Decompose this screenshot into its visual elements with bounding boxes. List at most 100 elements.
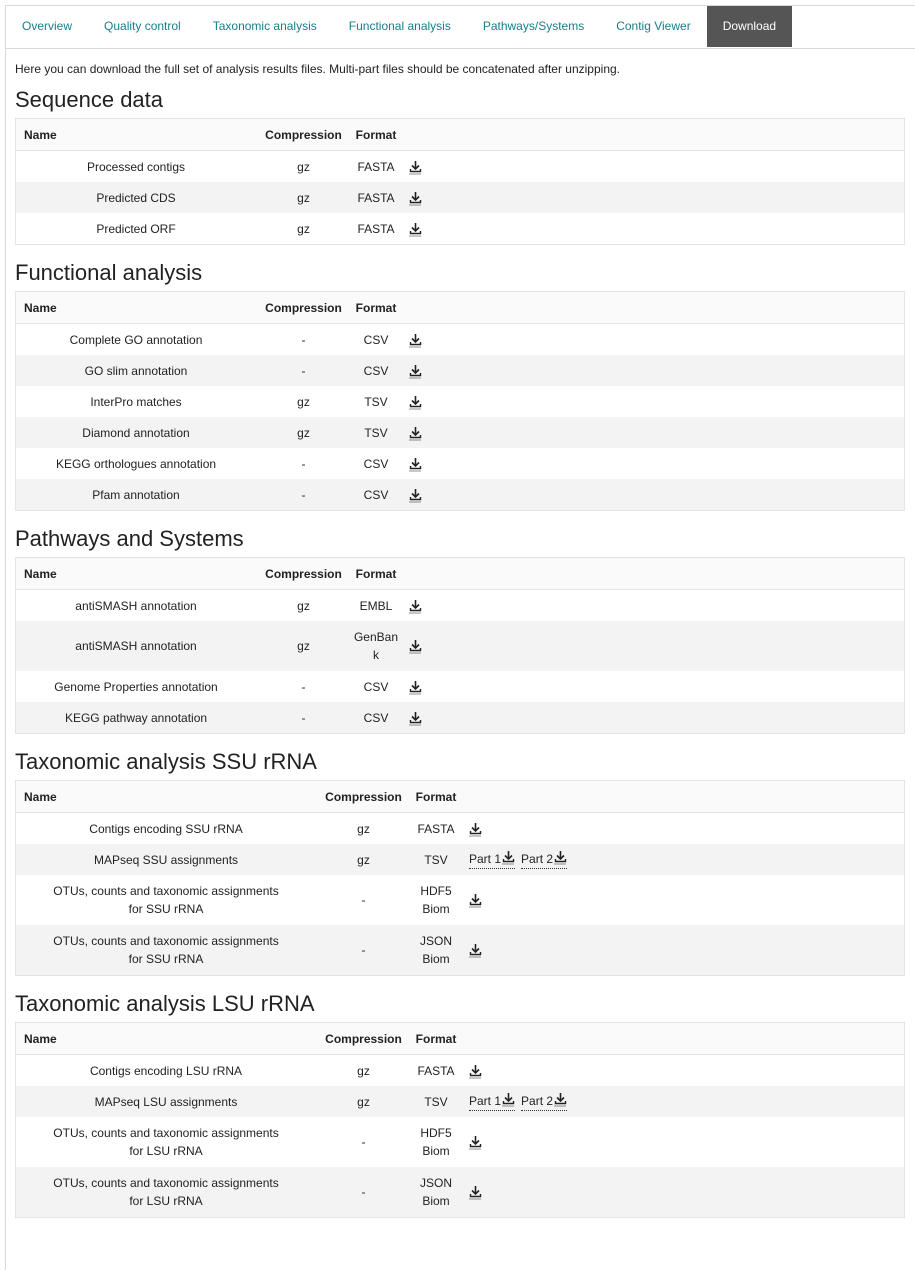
- table-row: Predicted CDS gz FASTA: [15, 182, 905, 213]
- download-icon[interactable]: [469, 1185, 482, 1200]
- file-format: CSV: [351, 479, 401, 511]
- table-row: OTUs, counts and taxonomic assignments f…: [15, 925, 905, 976]
- file-compression: -: [301, 332, 306, 347]
- download-cell: [401, 590, 905, 622]
- download-part-link[interactable]: Part 1: [469, 850, 516, 869]
- download-icon[interactable]: [409, 488, 422, 503]
- part-label: Part 1: [469, 1094, 502, 1108]
- tab-taxonomic-analysis[interactable]: Taxonomic analysis: [212, 19, 317, 33]
- download-column-header: [401, 118, 905, 151]
- file-format: FASTA: [357, 159, 395, 174]
- download-icon: [554, 850, 567, 868]
- tab-download[interactable]: Download: [706, 6, 793, 47]
- download-icon[interactable]: [409, 711, 422, 726]
- download-icon[interactable]: [409, 680, 422, 695]
- file-compression: gz: [297, 159, 310, 174]
- format-column-header: Format: [351, 557, 401, 590]
- tab-contig-viewer[interactable]: Contig Viewer: [616, 19, 691, 33]
- tab-overview[interactable]: Overview: [22, 19, 73, 33]
- file-compression: -: [256, 355, 351, 386]
- download-cell: [401, 324, 905, 356]
- download-cell: Part 1 Part 2: [461, 844, 905, 875]
- file-name: OTUs, counts and taxonomic assignments f…: [15, 1167, 316, 1218]
- download-part-link[interactable]: Part 1: [469, 1092, 516, 1111]
- table-row: InterPro matches gz TSV: [16, 386, 905, 417]
- file-compression: gz: [357, 1063, 370, 1078]
- table-row: antiSMASH annotation gz EMBL: [16, 590, 905, 622]
- download-icon[interactable]: [409, 222, 422, 237]
- download-icon[interactable]: [409, 333, 422, 348]
- section-title: Sequence data: [15, 87, 164, 112]
- file-name: Contigs encoding SSU rRNA: [89, 821, 243, 836]
- compression-column-header: Compression: [256, 118, 351, 151]
- download-cell: [401, 386, 905, 417]
- download-icon[interactable]: [409, 426, 422, 441]
- file-format: JSON Biom: [411, 1167, 461, 1218]
- file-name: OTUs, counts and taxonomic assignments f…: [53, 1126, 279, 1158]
- section-title: Pathways and Systems: [15, 526, 244, 551]
- table-row: KEGG pathway annotation - CSV: [15, 702, 905, 734]
- tab-pathways-systems[interactable]: Pathways/Systems: [482, 19, 585, 33]
- name-column-header: Name: [15, 1022, 316, 1055]
- table-row: OTUs, counts and taxonomic assignments f…: [16, 1117, 905, 1167]
- compression-column-header: Compression: [316, 780, 411, 813]
- tab-functional-analysis[interactable]: Functional analysis: [348, 19, 451, 33]
- download-icon[interactable]: [409, 457, 422, 472]
- table-row: antiSMASH annotation gz GenBank: [15, 621, 905, 671]
- file-name: MAPseq SSU assignments: [15, 844, 316, 875]
- file-name: InterPro matches: [90, 394, 182, 409]
- download-icon[interactable]: [409, 191, 422, 206]
- download-icon[interactable]: [409, 395, 422, 410]
- file-name: OTUs, counts and taxonomic assignments f…: [53, 884, 279, 916]
- file-format: TSV: [364, 394, 388, 409]
- compression-column-header: Compression: [256, 557, 351, 590]
- file-name: Genome Properties annotation: [54, 679, 218, 694]
- download-cell: [401, 621, 905, 671]
- file-format: FASTA: [417, 821, 455, 836]
- download-icon[interactable]: [409, 639, 422, 654]
- file-name: OTUs, counts and taxonomic assignments f…: [15, 925, 316, 976]
- file-name: KEGG pathway annotation: [15, 702, 256, 734]
- tab-quality-control[interactable]: Quality control: [104, 19, 181, 33]
- download-cell: [461, 925, 905, 976]
- file-compression: gz: [316, 1086, 411, 1117]
- table-row: Contigs encoding LSU rRNA gz FASTA: [16, 1055, 905, 1087]
- file-compression: gz: [316, 844, 411, 875]
- compression-column-header: Compression: [256, 291, 351, 324]
- download-icon[interactable]: [469, 893, 482, 908]
- table-row: Genome Properties annotation - CSV: [16, 671, 905, 702]
- download-column-header: [461, 780, 905, 813]
- file-format: JSON Biom: [411, 925, 461, 976]
- format-column-header: Format: [351, 291, 401, 324]
- download-cell: [461, 813, 905, 845]
- download-icon[interactable]: [469, 822, 482, 837]
- file-name: MAPseq LSU assignments: [15, 1086, 316, 1117]
- download-icon[interactable]: [469, 1135, 482, 1150]
- file-format: CSV: [351, 355, 401, 386]
- download-content: Here you can download the full set of an…: [15, 54, 905, 1228]
- download-cell: [401, 151, 905, 183]
- table-row: Processed contigs gz FASTA: [16, 151, 905, 183]
- download-icon[interactable]: [409, 599, 422, 614]
- download-icon[interactable]: [409, 160, 422, 175]
- download-icon[interactable]: [469, 1064, 482, 1079]
- file-compression: gz: [297, 598, 310, 613]
- file-format: CSV: [351, 702, 401, 734]
- file-format: FASTA: [357, 221, 395, 236]
- download-icon[interactable]: [469, 943, 482, 958]
- file-format: CSV: [363, 332, 389, 347]
- part-label: Part 1: [469, 852, 502, 866]
- table-row: Complete GO annotation - CSV: [16, 324, 905, 356]
- table-row: MAPseq SSU assignments gz TSV Part 1 Part 2: [15, 844, 905, 875]
- file-compression: -: [316, 1167, 411, 1218]
- page-frame: Overview Quality control Taxonomic analysi…: [5, 5, 915, 1270]
- table-row: MAPseq LSU assignments gz TSV Part 1 Part 2: [15, 1086, 905, 1117]
- download-part-link[interactable]: Part 2: [521, 850, 568, 869]
- file-format: GenBank: [351, 621, 401, 671]
- downloads-table: Name Compression Format Processed contigs gz…: [15, 118, 905, 245]
- file-format: TSV: [411, 1086, 461, 1117]
- file-format: CSV: [363, 456, 389, 471]
- file-name: Contigs encoding LSU rRNA: [89, 1063, 243, 1078]
- download-icon[interactable]: [409, 364, 422, 379]
- download-part-link[interactable]: Part 2: [521, 1092, 568, 1111]
